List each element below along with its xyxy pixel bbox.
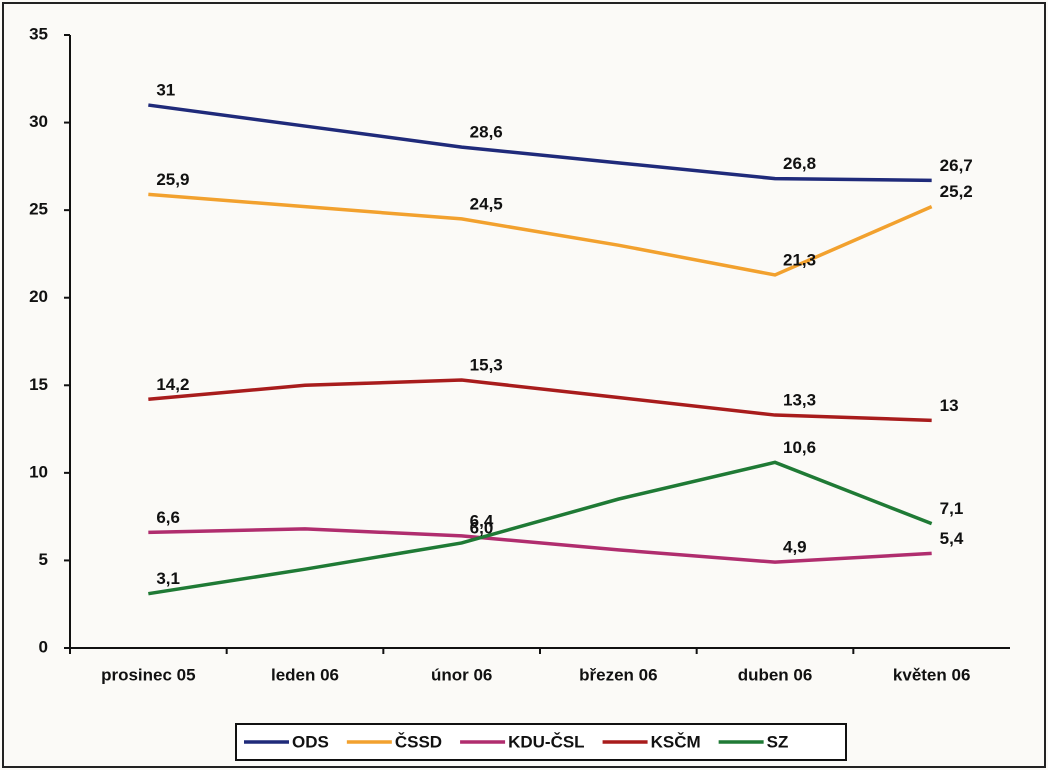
data-label: 25,2: [940, 182, 973, 201]
legend-label: ČSSD: [395, 732, 442, 751]
y-tick-label: 10: [29, 462, 48, 481]
y-tick-label: 5: [39, 550, 48, 569]
data-label: 26,8: [783, 154, 816, 173]
legend-label: KDU-ČSL: [508, 732, 585, 751]
y-tick-label: 15: [29, 375, 48, 394]
data-label: 15,3: [470, 356, 503, 375]
x-tick-label: prosinec 05: [101, 665, 196, 684]
legend-label: KSČM: [651, 732, 701, 751]
data-label: 3,1: [156, 569, 180, 588]
series-line: [148, 103, 932, 183]
data-label: 5,4: [940, 529, 964, 548]
series-line: [148, 192, 933, 277]
data-label: 21,3: [783, 250, 816, 269]
legend-label: SZ: [767, 732, 789, 751]
data-label: 6,6: [156, 508, 180, 527]
y-tick-label: 25: [29, 200, 48, 219]
data-label: 6,4: [470, 511, 494, 530]
data-label: 4,9: [783, 538, 807, 557]
data-label: 6,0: [470, 518, 494, 537]
data-label: 13: [940, 396, 959, 415]
data-label: 24,5: [470, 194, 503, 213]
data-label: 25,9: [156, 170, 189, 189]
y-tick-label: 0: [39, 637, 48, 656]
x-tick-label: květen 06: [893, 665, 971, 684]
x-tick-label: duben 06: [738, 665, 813, 684]
x-tick-label: únor 06: [431, 665, 492, 684]
x-tick-label: leden 06: [271, 665, 339, 684]
y-tick-label: 20: [29, 287, 48, 306]
x-tick-label: březen 06: [579, 665, 657, 684]
data-label: 26,7: [940, 156, 973, 175]
y-tick-label: 35: [29, 24, 48, 43]
legend-label: ODS: [292, 732, 329, 751]
data-label: 7,1: [940, 499, 964, 518]
data-label: 14,2: [156, 375, 189, 394]
data-label: 13,3: [783, 391, 816, 410]
data-label: 31: [156, 81, 175, 100]
series-line: [148, 378, 932, 423]
data-label: 10,6: [783, 438, 816, 457]
data-label: 28,6: [470, 123, 503, 142]
series-line: [148, 460, 933, 596]
y-tick-label: 30: [29, 112, 48, 131]
series-line: [148, 527, 932, 564]
